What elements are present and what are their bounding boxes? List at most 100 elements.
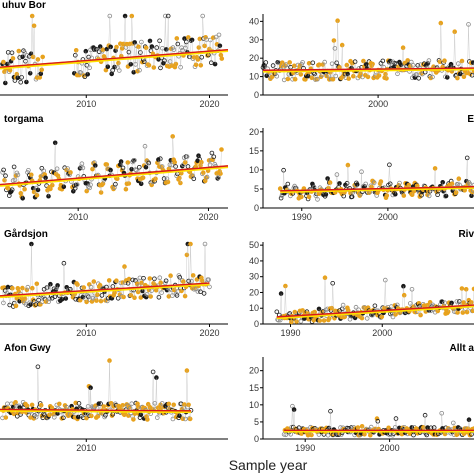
connector-line [23, 50, 25, 53]
connector-line [374, 75, 376, 78]
data-point [85, 293, 90, 298]
connector-line [131, 161, 133, 170]
data-point [163, 278, 169, 284]
data-point [158, 156, 163, 162]
data-point [46, 299, 51, 305]
data-point [219, 147, 224, 152]
data-point [22, 296, 28, 302]
data-point [401, 193, 407, 198]
connector-line [384, 280, 386, 309]
data-point [471, 182, 474, 188]
data-point [279, 60, 285, 65]
data-point [33, 414, 39, 420]
data-point [359, 315, 365, 321]
connector-line [90, 179, 92, 185]
data-point [73, 400, 78, 406]
connector-line [285, 286, 287, 316]
connector-line [284, 64, 287, 66]
data-points [277, 155, 474, 202]
data-point [40, 54, 45, 60]
connector-line [467, 157, 469, 184]
connector-line [107, 298, 109, 301]
data-point [217, 43, 223, 49]
connector-line [280, 293, 283, 318]
trend-line-yellow [0, 282, 210, 299]
data-point [6, 186, 11, 191]
connector-line [179, 53, 181, 68]
connector-line [206, 176, 208, 178]
data-point [288, 65, 293, 70]
connector-line [317, 65, 319, 80]
connector-line [109, 15, 111, 47]
panel-title: uhuv Bor [2, 0, 46, 11]
data-point [157, 275, 163, 281]
connector-line [82, 167, 85, 177]
panel-1: uhuv Bor 2010 2020 [0, 0, 229, 109]
connector-line [4, 175, 6, 181]
connector-line [135, 169, 137, 171]
data-point [34, 192, 40, 198]
connector-line [19, 57, 21, 83]
connector-line [468, 24, 470, 62]
connector-line [99, 285, 102, 302]
connector-line [373, 305, 376, 312]
y-tick-label: 40 [249, 16, 259, 26]
connector-line [113, 187, 115, 190]
data-point [213, 34, 219, 40]
connector-line [94, 293, 96, 299]
trend-line-yellow [280, 185, 474, 194]
data-point [185, 164, 191, 169]
data-point [375, 418, 381, 424]
data-point [170, 293, 175, 298]
connector-line [54, 142, 56, 173]
x-tick-label: 1990 [295, 443, 315, 453]
connector-line [96, 49, 98, 58]
connector-line [209, 159, 212, 165]
connector-line [427, 60, 430, 64]
connector-line [106, 49, 109, 67]
connector-line [337, 20, 339, 67]
data-point [397, 180, 402, 186]
data-point [2, 177, 7, 183]
connector-line [165, 15, 167, 50]
data-point [171, 402, 177, 408]
connector-line [302, 62, 304, 69]
x-tick-label: 2000 [368, 99, 388, 109]
connector-line [347, 165, 349, 190]
connector-line [129, 43, 132, 65]
connector-line [26, 55, 28, 83]
data-point [395, 71, 400, 77]
connector-line [90, 287, 93, 302]
data-point [202, 43, 207, 49]
connector-line [170, 48, 173, 66]
trend-line-yellow [0, 165, 229, 187]
connector-line [172, 136, 174, 160]
connector-line [341, 45, 343, 79]
connector-line [23, 301, 25, 303]
data-point [105, 298, 110, 304]
y-tick-label: 50 [249, 240, 259, 250]
connector-line [150, 290, 152, 297]
connector-line [434, 168, 436, 189]
data-point [219, 56, 225, 61]
connector-line [155, 377, 157, 410]
connector-line [185, 254, 188, 287]
connector-line [287, 74, 289, 80]
data-point [73, 52, 78, 58]
data-point [278, 195, 284, 201]
data-point [455, 61, 461, 66]
connector-line [144, 146, 147, 168]
data-point [352, 59, 358, 64]
connector-line [25, 61, 27, 83]
data-point [380, 58, 386, 64]
data-point [138, 181, 144, 187]
connector-line [453, 31, 455, 69]
data-point [20, 54, 25, 60]
connector-line [284, 286, 286, 319]
data-point [36, 297, 41, 303]
connector-line [410, 289, 413, 309]
y-tick-label: 10 [249, 165, 259, 175]
y-tick-label: 10 [249, 303, 259, 313]
trend-line-yellow [0, 48, 229, 70]
